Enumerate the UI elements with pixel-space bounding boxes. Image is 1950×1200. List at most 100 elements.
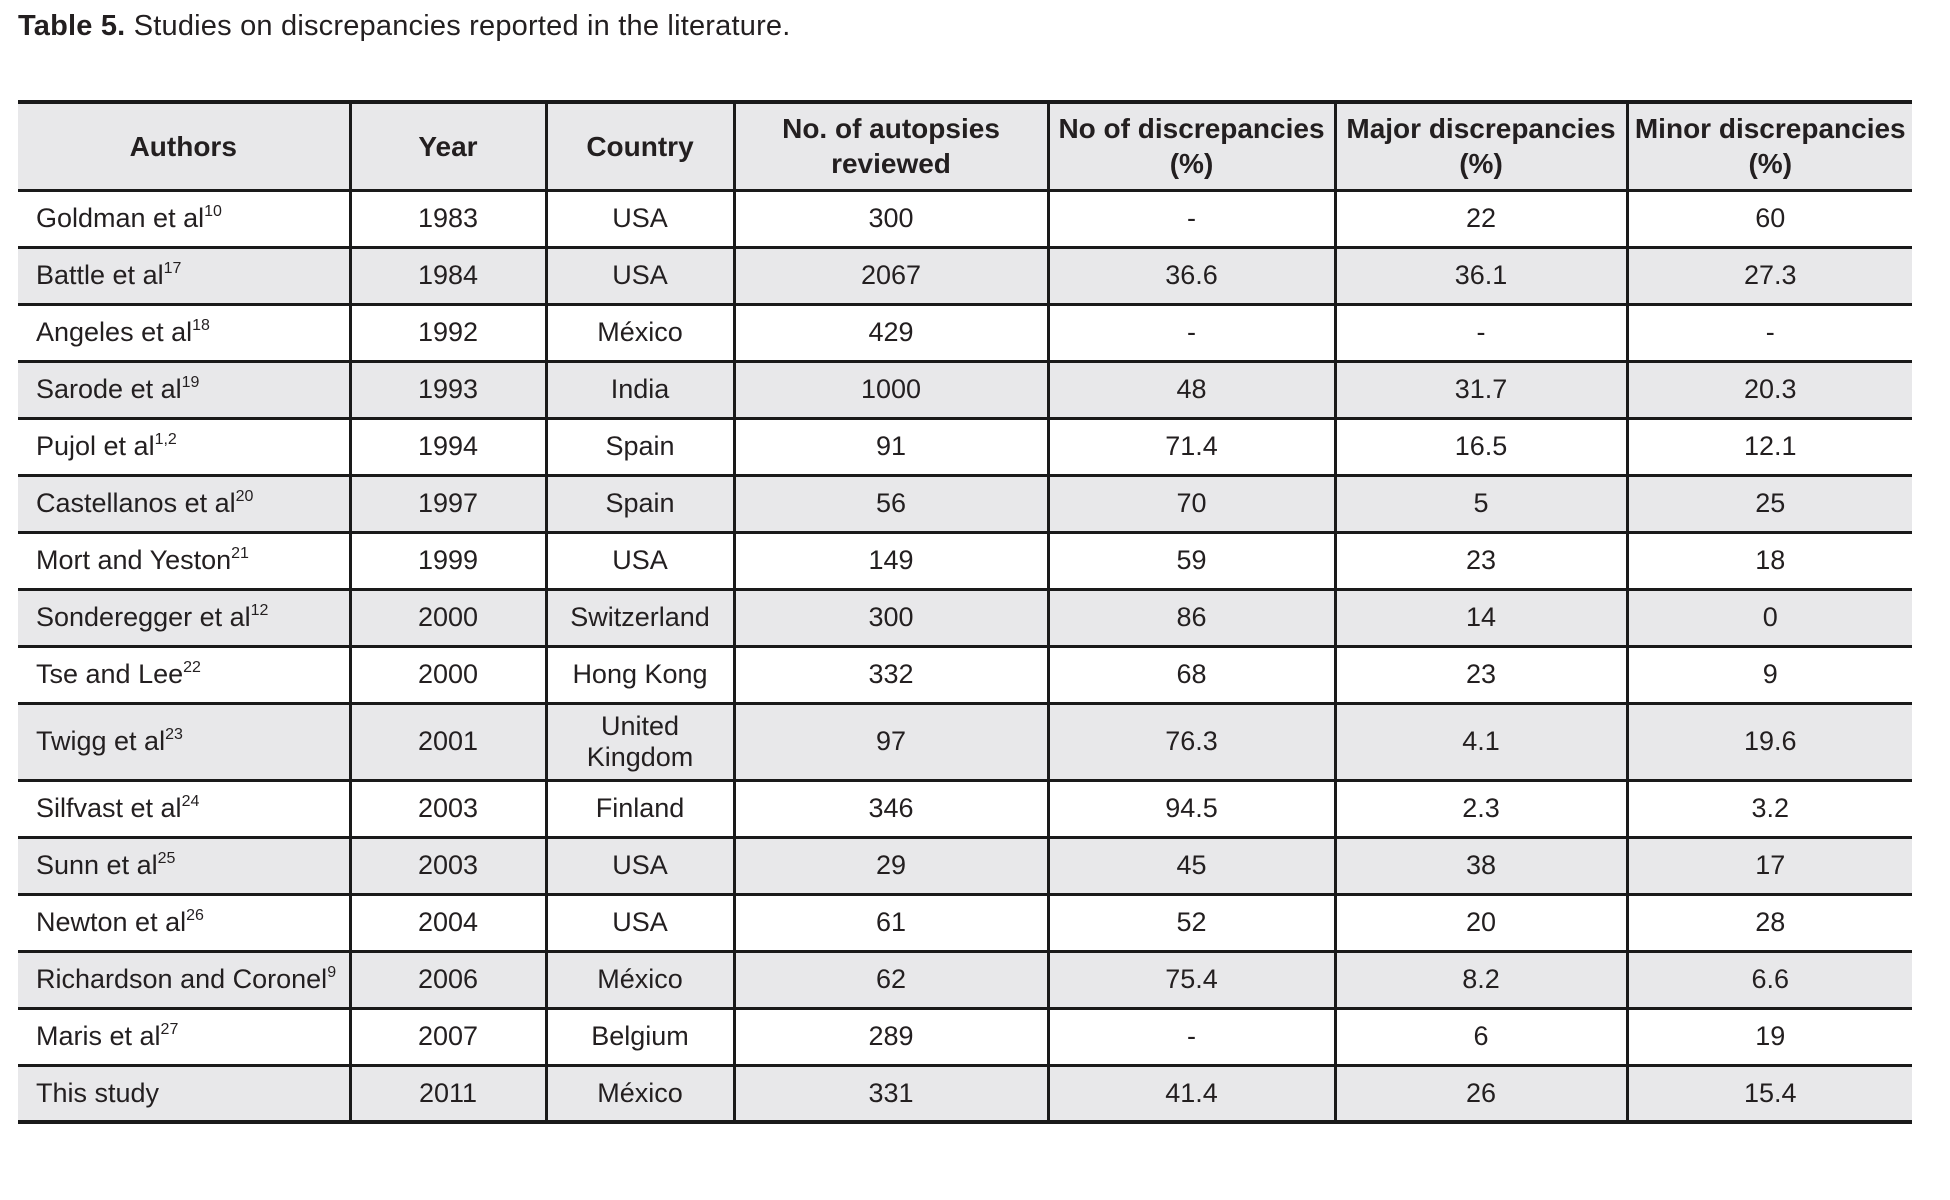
cell-author: Goldman et al10	[18, 188, 352, 249]
cell-year: 1994	[348, 416, 548, 477]
table-row: Mort and Yeston21 1999 USA 149 59 23 18	[18, 530, 1912, 591]
cell-author: Maris et al27	[18, 1006, 352, 1067]
author-name: Silfvast et al	[36, 793, 182, 824]
cell-major: 23	[1333, 530, 1629, 591]
cell-author: Sunn et al25	[18, 835, 352, 896]
author-name: Sarode et al	[36, 373, 182, 404]
cell-autopsies: 61	[732, 892, 1050, 953]
cell-year: 2000	[348, 644, 548, 705]
cell-major: 16.5	[1333, 416, 1629, 477]
cell-discrepancies: 68	[1046, 644, 1337, 705]
table-row: Richardson and Coronel9 2006 México 62 7…	[18, 949, 1912, 1010]
cell-year: 1983	[348, 188, 548, 249]
cell-autopsies: 300	[732, 587, 1050, 648]
table-row: This study 2011 México 331 41.4 26 15.4	[18, 1063, 1912, 1124]
cell-year: 2011	[348, 1063, 548, 1124]
cell-country: USA	[544, 188, 736, 249]
cell-discrepancies: 75.4	[1046, 949, 1337, 1010]
cell-author: Pujol et al1,2	[18, 416, 352, 477]
author-reference-superscript: 1,2	[154, 430, 177, 448]
cell-country: Spain	[544, 473, 736, 534]
cell-minor: 6.6	[1625, 949, 1912, 1010]
table-header: Authors Year Country No. of autopsies re…	[18, 100, 1912, 192]
cell-minor: 28	[1625, 892, 1912, 953]
cell-country: México	[544, 949, 736, 1010]
cell-author: Mort and Yeston21	[18, 530, 352, 591]
author-name: Angeles et al	[36, 316, 193, 347]
author-reference-superscript: 24	[181, 793, 200, 811]
author-name: This study	[36, 1077, 160, 1108]
table-row: Silfvast et al24 2003 Finland 346 94.5 2…	[18, 778, 1912, 839]
table-row: Goldman et al10 1983 USA 300 - 22 60	[18, 188, 1912, 249]
cell-autopsies: 91	[732, 416, 1050, 477]
cell-autopsies: 1000	[732, 359, 1050, 420]
cell-country: México	[544, 302, 736, 363]
cell-autopsies: 332	[732, 644, 1050, 705]
cell-author: Silfvast et al24	[18, 778, 352, 839]
cell-minor: 19.6	[1625, 701, 1912, 782]
cell-country: Hong Kong	[544, 644, 736, 705]
cell-minor: 9	[1625, 644, 1912, 705]
cell-minor: -	[1625, 302, 1912, 363]
cell-discrepancies: -	[1046, 302, 1337, 363]
table-body: Goldman et al10 1983 USA 300 - 22 60 Bat…	[18, 188, 1912, 1124]
author-reference-superscript: 18	[192, 316, 210, 334]
col-header-year: Year	[348, 100, 548, 192]
cell-autopsies: 331	[732, 1063, 1050, 1124]
cell-year: 2003	[348, 778, 548, 839]
studies-table: Authors Year Country No. of autopsies re…	[18, 100, 1912, 1125]
author-reference-superscript: 17	[163, 259, 182, 277]
cell-discrepancies: 86	[1046, 587, 1337, 648]
table-caption-label: Table 5.	[18, 10, 126, 42]
cell-author: Battle et al17	[18, 245, 352, 306]
table-row: Sarode et al19 1993 India 1000 48 31.7 2…	[18, 359, 1912, 420]
cell-author: This study	[18, 1063, 352, 1124]
table-row: Sunn et al25 2003 USA 29 45 38 17	[18, 835, 1912, 896]
cell-discrepancies: 48	[1046, 359, 1337, 420]
cell-minor: 18	[1625, 530, 1912, 591]
cell-autopsies: 346	[732, 778, 1050, 839]
cell-minor: 15.4	[1625, 1063, 1912, 1124]
author-name: Newton et al	[36, 907, 187, 938]
cell-autopsies: 429	[732, 302, 1050, 363]
cell-author: Newton et al26	[18, 892, 352, 953]
cell-author: Sarode et al19	[18, 359, 352, 420]
cell-country: Belgium	[544, 1006, 736, 1067]
cell-discrepancies: 70	[1046, 473, 1337, 534]
col-header-major: Major discrepancies (%)	[1333, 100, 1629, 192]
cell-discrepancies: 71.4	[1046, 416, 1337, 477]
cell-discrepancies: 59	[1046, 530, 1337, 591]
cell-minor: 19	[1625, 1006, 1912, 1067]
cell-major: 26	[1333, 1063, 1629, 1124]
cell-country: Spain	[544, 416, 736, 477]
author-reference-superscript: 22	[183, 658, 201, 676]
cell-major: -	[1333, 302, 1629, 363]
cell-minor: 17	[1625, 835, 1912, 896]
col-header-discrepancies: No of discrepancies (%)	[1046, 100, 1337, 192]
table-row: Twigg et al23 2001 United Kingdom 97 76.…	[18, 701, 1912, 782]
cell-autopsies: 62	[732, 949, 1050, 1010]
table-row: Battle et al17 1984 USA 2067 36.6 36.1 2…	[18, 245, 1912, 306]
author-reference-superscript: 21	[231, 544, 249, 562]
table-row: Sonderegger et al12 2000 Switzerland 300…	[18, 587, 1912, 648]
cell-autopsies: 149	[732, 530, 1050, 591]
cell-major: 8.2	[1333, 949, 1629, 1010]
table-row: Angeles et al18 1992 México 429 - - -	[18, 302, 1912, 363]
author-name: Maris et al	[36, 1021, 161, 1052]
cell-discrepancies: -	[1046, 1006, 1337, 1067]
cell-country: Finland	[544, 778, 736, 839]
cell-year: 2007	[348, 1006, 548, 1067]
cell-discrepancies: 94.5	[1046, 778, 1337, 839]
table-caption: Table 5. Studies on discrepancies report…	[18, 10, 791, 43]
table-row: Pujol et al1,2 1994 Spain 91 71.4 16.5 1…	[18, 416, 1912, 477]
col-header-country: Country	[544, 100, 736, 192]
cell-country: USA	[544, 530, 736, 591]
header-row: Authors Year Country No. of autopsies re…	[18, 100, 1912, 192]
cell-discrepancies: 36.6	[1046, 245, 1337, 306]
col-header-minor: Minor discrepancies (%)	[1625, 100, 1912, 192]
table-caption-text: Studies on discrepancies reported in the…	[125, 10, 791, 42]
cell-year: 2003	[348, 835, 548, 896]
cell-major: 22	[1333, 188, 1629, 249]
cell-minor: 3.2	[1625, 778, 1912, 839]
cell-major: 20	[1333, 892, 1629, 953]
